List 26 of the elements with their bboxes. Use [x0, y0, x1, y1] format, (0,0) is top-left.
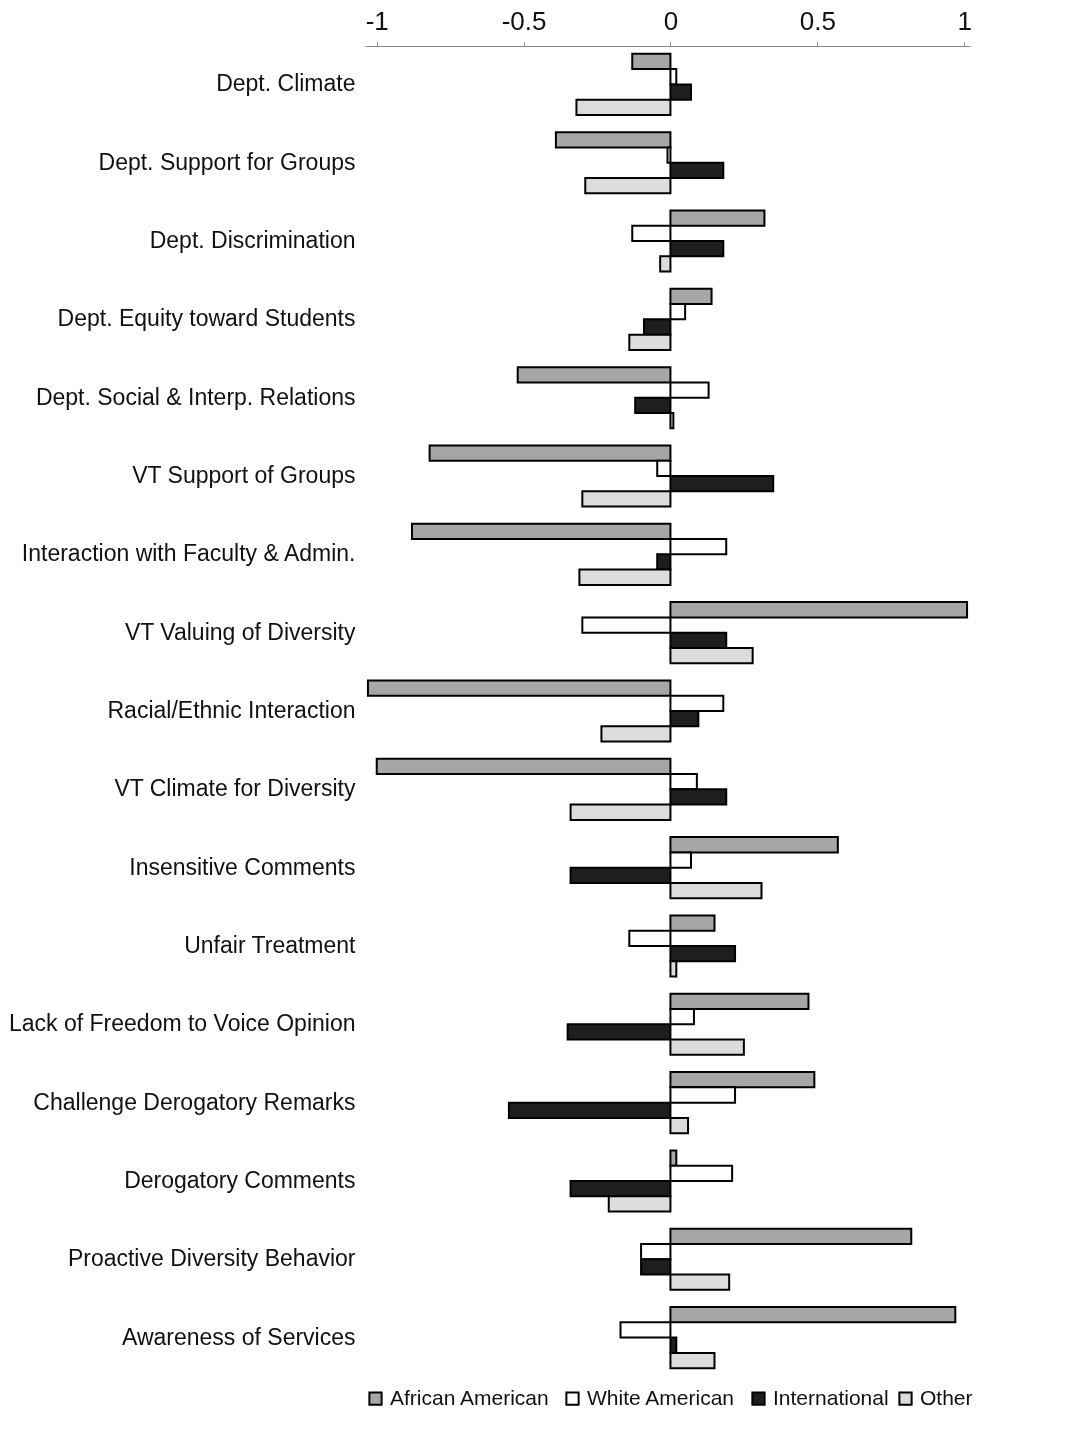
x-tick-label: 0.5 — [799, 5, 836, 36]
y-tick-label: Dept. Equity toward Students — [57, 305, 356, 332]
legend-label: Other — [920, 1385, 973, 1409]
y-tick-label: VT Valuing of Diversity — [124, 618, 356, 645]
y-tick-label: Unfair Treatment — [184, 931, 357, 958]
y-tick-label: Dept. Social & Interp. Relations — [35, 383, 356, 410]
y-tick-label: Derogatory Comments — [124, 1166, 356, 1193]
y-tick-label: VT Climate for Diversity — [114, 775, 356, 802]
y-tick-label: VT Support of Groups — [132, 462, 356, 489]
x-tick-label: -0.5 — [501, 5, 547, 36]
x-tick-label: 1 — [957, 5, 972, 36]
legend-label: African American — [390, 1385, 549, 1409]
y-tick-label: Racial/Ethnic Interaction — [107, 697, 356, 723]
y-tick-label: Dept. Support for Groups — [98, 148, 356, 175]
y-tick-label: Proactive Diversity Behavior — [67, 1245, 356, 1272]
legend-label: White American — [587, 1385, 735, 1409]
y-tick-label: Dept. Discrimination — [149, 227, 356, 254]
y-tick-label: Dept. Climate — [216, 70, 356, 97]
y-tick-label: Awareness of Services — [121, 1323, 356, 1350]
x-tick-label: 0 — [663, 5, 679, 36]
y-tick-label: Challenge Derogatory Remarks — [33, 1088, 356, 1115]
y-tick-label: Insensitive Comments — [129, 853, 356, 880]
x-tick-label: -1 — [365, 5, 389, 36]
y-tick-label: Interaction with Faculty & Admin. — [21, 540, 356, 567]
legend-label: International — [773, 1385, 889, 1409]
y-tick-label: Lack of Freedom to Voice Opinion — [9, 1010, 356, 1037]
